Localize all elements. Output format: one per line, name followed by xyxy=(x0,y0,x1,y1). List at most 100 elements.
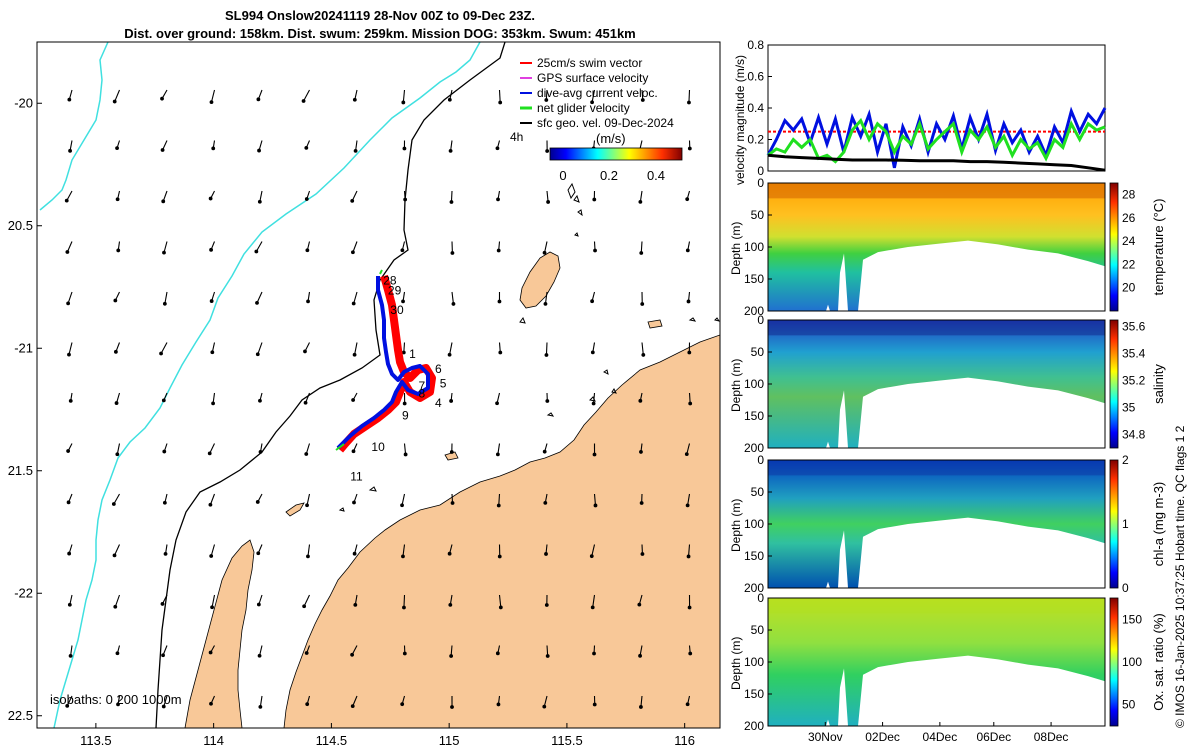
vector-head xyxy=(304,452,309,456)
vector-head xyxy=(401,100,406,105)
section-colorbar xyxy=(1109,182,1119,312)
vector-head xyxy=(687,350,692,355)
vector-head xyxy=(400,248,405,253)
map-ytick-label: 21.5 xyxy=(8,463,33,478)
seafloor-mask xyxy=(826,517,1105,588)
colorbar-tick-label: 150 xyxy=(1122,612,1142,626)
section-ytick-label: 0 xyxy=(757,313,764,327)
legend-gps: GPS surface velocity xyxy=(537,71,648,85)
vector-head xyxy=(207,451,212,456)
vector-arrow xyxy=(544,241,548,253)
vector-head xyxy=(447,551,452,556)
vector-head xyxy=(495,651,500,656)
vector-arrow xyxy=(257,342,263,355)
vector-head xyxy=(687,100,691,105)
vector-head xyxy=(449,450,454,454)
vector-head xyxy=(592,702,597,707)
vector-head xyxy=(687,605,692,610)
time-tick-label: 04Dec xyxy=(923,730,958,744)
vector-head xyxy=(449,399,454,403)
section-surface-layer xyxy=(768,183,1105,199)
time-tick-label: 06Dec xyxy=(976,730,1011,744)
vector-head xyxy=(257,199,262,204)
colorbar-tick-label: 35.2 xyxy=(1122,374,1146,388)
vector-head xyxy=(641,353,646,357)
title-line-1: SL994 Onslow20241119 28-Nov 00Z to 09-De… xyxy=(225,8,535,23)
vector-head xyxy=(66,500,71,505)
vector-head xyxy=(208,196,213,201)
section-variable-label: chl-a (mg m-3) xyxy=(1151,482,1166,567)
vector-arrow xyxy=(640,241,643,254)
vector-arrow xyxy=(256,291,263,304)
vector-head xyxy=(303,400,308,405)
section-ytick-label: 0 xyxy=(757,176,764,190)
day-label: 28 xyxy=(383,274,397,288)
vector-head xyxy=(686,299,691,304)
vector-head xyxy=(688,651,693,656)
vector-head xyxy=(590,299,595,304)
salinity-section: 0 50 100 150 200 Depth (m) 34.8 35 35.2 35.4 35.6 s… xyxy=(729,313,1166,455)
vector-head xyxy=(351,398,356,402)
map-legend: 25cm/s swim vector GPS surface velocity … xyxy=(510,56,683,183)
velocity-ylabel: velocity magnitude (m/s) xyxy=(733,54,747,185)
day-label: 5 xyxy=(440,376,447,390)
vector-head xyxy=(67,551,72,556)
vector-head xyxy=(592,452,597,457)
vector-head xyxy=(447,352,452,357)
vector-head xyxy=(113,298,118,303)
vector-head xyxy=(68,654,73,658)
vector-head xyxy=(498,100,503,105)
section-variable-label: salinity xyxy=(1151,364,1166,404)
section-ytick-label: 200 xyxy=(744,719,764,733)
vector-head xyxy=(497,299,502,304)
vector-head xyxy=(65,704,70,708)
section-ytick-label: 200 xyxy=(744,581,764,595)
vector-head xyxy=(258,449,263,454)
section-colorbar xyxy=(1109,597,1119,727)
vector-head xyxy=(256,602,261,607)
vector-head xyxy=(402,651,407,656)
section-ytick-label: 50 xyxy=(751,623,765,637)
section-ytick-label: 150 xyxy=(744,687,764,701)
legend-geo: sfc geo. vel. 09-Dec-2024 xyxy=(537,116,674,130)
vector-arrow xyxy=(303,89,310,102)
map-xtick-label: 116 xyxy=(674,733,695,748)
vector-head xyxy=(401,299,405,304)
vector-arrow xyxy=(114,544,121,556)
vector-head xyxy=(638,653,642,658)
vector-arrow xyxy=(66,241,73,253)
vector-head xyxy=(401,350,406,355)
vector-head xyxy=(160,602,165,606)
vector-arrow xyxy=(544,291,548,304)
day-label: 29 xyxy=(388,283,402,297)
day-label: 4 xyxy=(435,396,442,410)
vector-head xyxy=(305,248,310,253)
vector-head xyxy=(542,449,547,454)
section-ylabel: Depth (m) xyxy=(729,359,743,412)
vector-head xyxy=(254,249,259,254)
mainland xyxy=(283,334,720,728)
vector-head xyxy=(450,251,455,255)
section-surface-layer xyxy=(768,598,1105,614)
vector-head xyxy=(495,146,500,151)
vector-head xyxy=(211,146,216,151)
vector-head xyxy=(306,554,310,559)
vector-head xyxy=(209,299,214,303)
vector-head xyxy=(208,502,213,507)
vector-arrow xyxy=(113,493,120,505)
section-ytick-label: 0 xyxy=(757,591,764,605)
vector-head xyxy=(301,99,306,103)
vector-arrow xyxy=(211,594,216,608)
vector-arrow xyxy=(353,291,358,304)
day-label: 30 xyxy=(390,303,404,317)
vector-head xyxy=(255,500,260,504)
section-colorbar xyxy=(1109,459,1119,589)
vector-head xyxy=(403,452,408,457)
vector-head xyxy=(353,602,358,607)
vector-arrow xyxy=(687,493,691,506)
vector-arrow xyxy=(403,594,406,608)
vector-head xyxy=(496,503,501,508)
vector-head xyxy=(592,651,596,656)
current-vectors xyxy=(64,89,693,709)
